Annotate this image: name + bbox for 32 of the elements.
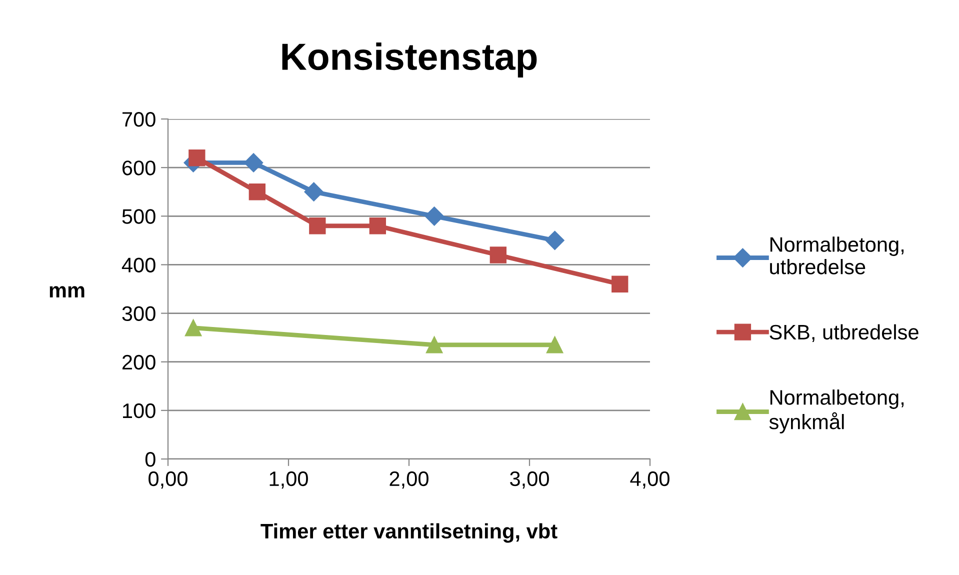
legend-label: SKB, utbredelse <box>770 324 918 342</box>
y-tick-label: 0 <box>145 452 156 467</box>
point <box>426 336 443 354</box>
legend-label: Normalbetong, utbredelse <box>770 236 904 274</box>
y-tick-label: 700 <box>122 112 156 127</box>
x-tick-label: 0,00 <box>148 471 188 489</box>
y-axis-title: mm <box>50 286 84 298</box>
x-tick-label: 1,00 <box>270 471 308 489</box>
x-tick-label: 4,00 <box>630 471 670 489</box>
point <box>244 153 264 172</box>
point <box>545 230 564 250</box>
x-axis-title: Timer etter vanntilsetning, vbt <box>260 523 558 543</box>
x-tick-label: 2,00 <box>390 471 428 489</box>
y-tick-label: 500 <box>122 209 156 224</box>
y-tick-label: 100 <box>123 403 156 418</box>
legend-label: Normalbetong, synkmål <box>769 390 904 434</box>
y-tick-label: 600 <box>122 160 156 176</box>
point <box>424 206 444 226</box>
point <box>188 150 206 166</box>
point <box>304 182 324 202</box>
x-tick-label: 3,00 <box>510 471 549 489</box>
point <box>369 218 386 234</box>
y-tick-label: 200 <box>122 354 156 370</box>
y-tick-label: 400 <box>122 258 156 272</box>
point <box>248 184 266 200</box>
point <box>546 336 564 354</box>
point <box>612 276 628 292</box>
point <box>490 246 507 264</box>
point <box>309 218 326 234</box>
y-tick-label: 300 <box>122 306 156 322</box>
point <box>184 320 202 336</box>
chart-title: Konsistenstap <box>282 42 537 78</box>
